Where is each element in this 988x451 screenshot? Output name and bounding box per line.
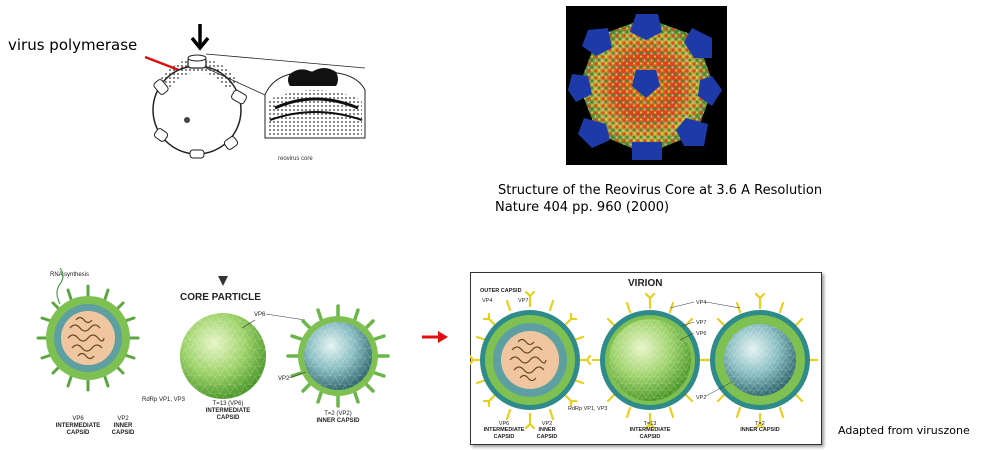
- t13-right-sub: INTERMEDIATE CAPSID: [629, 427, 671, 440]
- vp6-intermediate-label: VP6: [72, 416, 84, 422]
- polymerase-label: virus polymerase: [8, 36, 138, 54]
- svg-text:VP4: VP4: [482, 298, 492, 304]
- rna-synthesis-label: RNA synthesis: [50, 272, 89, 278]
- core-caption: reovirus core: [278, 156, 313, 162]
- virion-title: VIRION: [628, 278, 662, 289]
- t13-sub-label: INTERMEDIATE CAPSID: [205, 408, 251, 421]
- svg-text:VP6: VP6: [254, 312, 266, 318]
- reovirus-core-drawing: reovirus core: [144, 24, 366, 162]
- vp2-bottom-label: VP2: [541, 421, 553, 427]
- inner-capsid-right: INNER CAPSID: [536, 427, 558, 440]
- virion-figure: VIRION OUTER CAPSID VP4 VP7: [470, 278, 819, 430]
- svg-text:VP7: VP7: [696, 320, 706, 326]
- t13-right-label: T=13: [643, 421, 657, 427]
- credit-label: Adapted from viruszone: [838, 424, 970, 437]
- svg-text:OUTER CAPSID: OUTER CAPSID: [480, 288, 522, 294]
- transition-arrow: [422, 331, 448, 343]
- t2-label: T=2 (VP2): [324, 411, 352, 417]
- core-particle-title: CORE PARTICLE: [180, 292, 261, 303]
- svg-text:VP2: VP2: [696, 395, 706, 401]
- core-cross-section: [36, 268, 140, 392]
- reovirus-core-structure-image: [566, 6, 727, 165]
- svg-text:VP7: VP7: [518, 298, 528, 304]
- svg-text:VP4: VP4: [696, 300, 706, 306]
- svg-text:VP2: VP2: [278, 376, 290, 382]
- t13-label: T=13 (VP6): [212, 401, 244, 407]
- inner-capsid-left: INNER CAPSID: [111, 423, 135, 436]
- rdrp-label-left: RdRp VP1, VP3: [142, 397, 186, 403]
- svg-text:VP6: VP6: [696, 331, 706, 337]
- t2-right-label: T=2: [755, 421, 765, 427]
- structure-caption-line1: Structure of the Reovirus Core at 3.6 A …: [498, 183, 823, 198]
- intermediate-capsid-left: INTERMEDIATE CAPSID: [55, 423, 101, 436]
- t2-right-sub: INNER CAPSID: [740, 427, 780, 433]
- t2-sub-label: INNER CAPSID: [316, 418, 360, 424]
- structure-caption-line2: Nature 404 pp. 960 (2000): [495, 200, 670, 215]
- rdrp-label-right: RdRp VP1, VP3: [568, 406, 608, 412]
- vp6-bottom-label: VP6: [498, 421, 510, 427]
- vp2-inner-label: VP2: [117, 416, 129, 422]
- intermediate-capsid-right: INTERMEDIATE CAPSID: [483, 427, 525, 440]
- core-particle-figure: RNA synthesis CORE PARTICLE VP6 VP2: [36, 268, 390, 408]
